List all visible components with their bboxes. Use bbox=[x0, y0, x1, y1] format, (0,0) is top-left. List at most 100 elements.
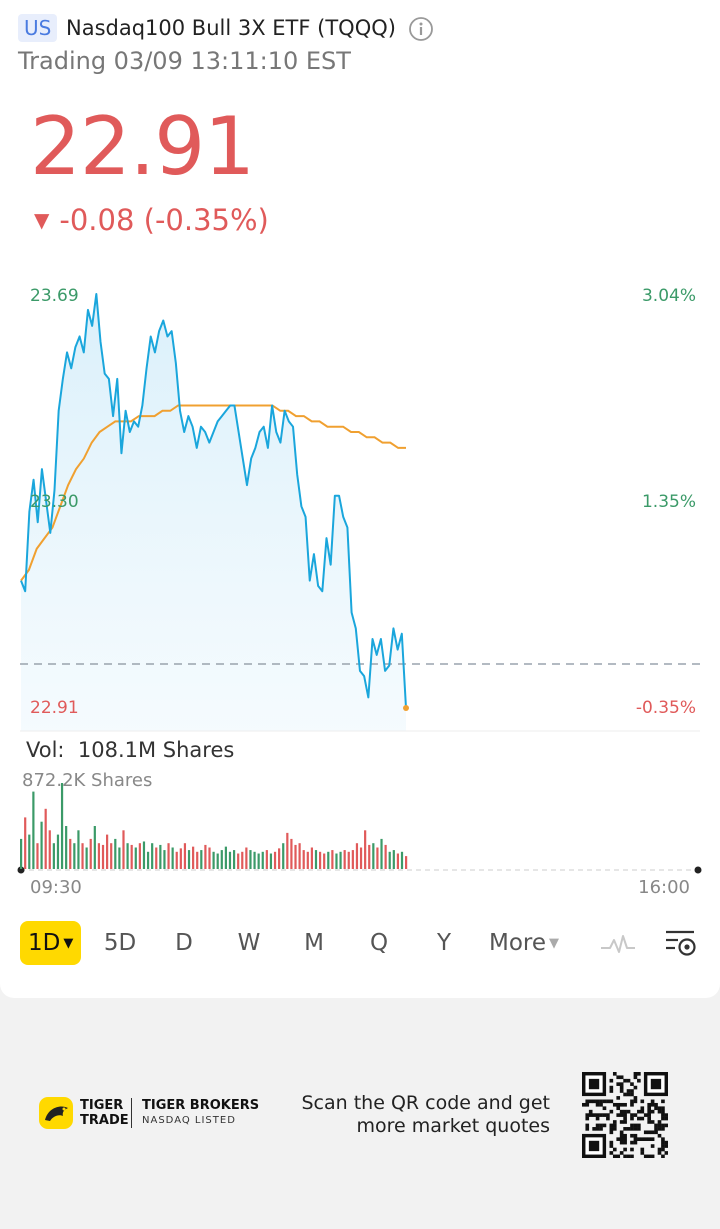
qr-caption: Scan the QR code and get more market quo… bbox=[301, 1092, 551, 1137]
volume-bar bbox=[146, 851, 150, 869]
volume-bar bbox=[52, 843, 55, 869]
period-tab-1d-label: 1D bbox=[28, 930, 61, 956]
pct-mid-label: 1.35% bbox=[641, 492, 696, 512]
last-price-dot bbox=[403, 705, 409, 711]
volume-bar bbox=[97, 843, 101, 869]
qr-code[interactable] bbox=[582, 1072, 668, 1158]
volume-bar bbox=[69, 838, 72, 869]
volume-scale-label: 872.2K Shares bbox=[22, 770, 153, 791]
volume-bar bbox=[257, 853, 260, 869]
security-title[interactable]: Nasdaq100 Bull 3X ETF (TQQQ) bbox=[66, 16, 396, 40]
volume-bar bbox=[159, 844, 162, 869]
volume-bar bbox=[364, 830, 367, 869]
volume-bar bbox=[228, 851, 232, 869]
volume-bar bbox=[249, 850, 252, 869]
volume-bar bbox=[400, 851, 404, 869]
volume-bar bbox=[310, 847, 313, 869]
volume-bar bbox=[89, 838, 92, 869]
volume-bar bbox=[208, 847, 211, 869]
volume-bar bbox=[60, 783, 64, 869]
volume-total: Vol: 108.1M Shares bbox=[26, 736, 234, 764]
volume-bar bbox=[265, 850, 268, 869]
volume-bar bbox=[114, 838, 117, 869]
volume-bar bbox=[323, 853, 326, 869]
volume-bar bbox=[368, 844, 371, 869]
price-area-fill bbox=[21, 294, 406, 731]
volume-bar bbox=[269, 853, 273, 869]
tiger-brokers-brand: TIGER BROKERS NASDAQ LISTED bbox=[142, 1098, 260, 1126]
volume-bar bbox=[134, 847, 137, 869]
volume-bar bbox=[216, 853, 219, 869]
volume-bar bbox=[306, 851, 309, 869]
period-more-menu[interactable]: More ▼ bbox=[489, 921, 559, 965]
volume-bar bbox=[187, 850, 191, 869]
volume-bar bbox=[388, 851, 391, 869]
volume-bar bbox=[261, 851, 264, 869]
period-tab-d[interactable]: D bbox=[175, 930, 193, 956]
volume-bar bbox=[298, 843, 301, 869]
price-change: ▼ -0.08 (-0.35%) bbox=[34, 200, 269, 240]
volume-chart[interactable] bbox=[0, 770, 720, 878]
volume-bar bbox=[331, 850, 334, 869]
period-tab-y[interactable]: Y bbox=[436, 930, 452, 956]
volume-bar bbox=[24, 817, 27, 869]
intraday-chart[interactable] bbox=[0, 282, 720, 738]
volume-bar bbox=[65, 826, 68, 869]
down-triangle-icon: ▼ bbox=[34, 208, 50, 232]
average-price-line bbox=[20, 404, 406, 582]
period-tab-1d[interactable]: 1D ▼ bbox=[20, 921, 82, 965]
volume-bar bbox=[167, 843, 170, 869]
volume-bar bbox=[253, 851, 256, 869]
volume-bar bbox=[224, 846, 227, 869]
volume-bar bbox=[196, 851, 199, 869]
chart-settings-icon[interactable] bbox=[664, 929, 698, 957]
period-selector: 1D ▼ 5D D W M Q Y More ▼ bbox=[0, 918, 720, 968]
volume-bar bbox=[85, 847, 88, 869]
period-tab-m[interactable]: M bbox=[304, 930, 324, 956]
volume-bar bbox=[81, 843, 84, 869]
trading-status: Trading 03/09 13:11:10 EST bbox=[18, 47, 351, 75]
info-icon[interactable] bbox=[408, 16, 434, 42]
volume-bar bbox=[286, 832, 289, 869]
volume-bar bbox=[175, 851, 178, 869]
volume-bar bbox=[130, 844, 133, 869]
volume-bar bbox=[142, 841, 146, 869]
volume-bar bbox=[241, 851, 244, 869]
quote-card: US Nasdaq100 Bull 3X ETF (TQQQ) Trading … bbox=[0, 0, 720, 998]
volume-bar bbox=[212, 851, 215, 869]
volume-bar bbox=[220, 850, 223, 869]
volume-bar bbox=[372, 843, 375, 869]
more-label: More bbox=[489, 930, 547, 956]
volume-bar bbox=[36, 843, 39, 869]
period-tab-q[interactable]: Q bbox=[369, 930, 389, 956]
volume-bar bbox=[339, 851, 342, 869]
volume-bar bbox=[101, 844, 105, 869]
indicator-wave-icon[interactable] bbox=[600, 930, 636, 956]
period-tab-5d[interactable]: 5D bbox=[103, 930, 137, 956]
volume-bar bbox=[93, 826, 96, 869]
volume-bar bbox=[73, 843, 76, 869]
volume-bar bbox=[77, 830, 80, 869]
volume-bar bbox=[237, 853, 240, 869]
volume-bar bbox=[200, 850, 203, 869]
change-value: -0.08 (-0.35%) bbox=[59, 203, 269, 237]
volume-bar bbox=[376, 847, 379, 869]
volume-bar bbox=[20, 838, 23, 869]
price-mid-label: 23.30 bbox=[30, 492, 79, 512]
volume-bar bbox=[380, 838, 383, 869]
volume-bar bbox=[122, 830, 125, 869]
volume-bar bbox=[392, 850, 395, 869]
volume-bar bbox=[335, 853, 338, 869]
volume-bar bbox=[302, 850, 305, 869]
timeline-end-dot bbox=[694, 866, 702, 874]
volume-bar bbox=[138, 843, 141, 869]
volume-bar bbox=[106, 834, 109, 869]
price-last-label: 22.91 bbox=[30, 698, 79, 718]
volume-bar bbox=[294, 844, 297, 869]
volume-bar bbox=[48, 830, 51, 869]
volume-bar bbox=[351, 850, 354, 869]
volume-bar bbox=[314, 850, 318, 869]
period-tab-w[interactable]: W bbox=[237, 930, 261, 956]
volume-bar bbox=[40, 821, 43, 869]
time-end-label: 16:00 bbox=[638, 877, 690, 898]
